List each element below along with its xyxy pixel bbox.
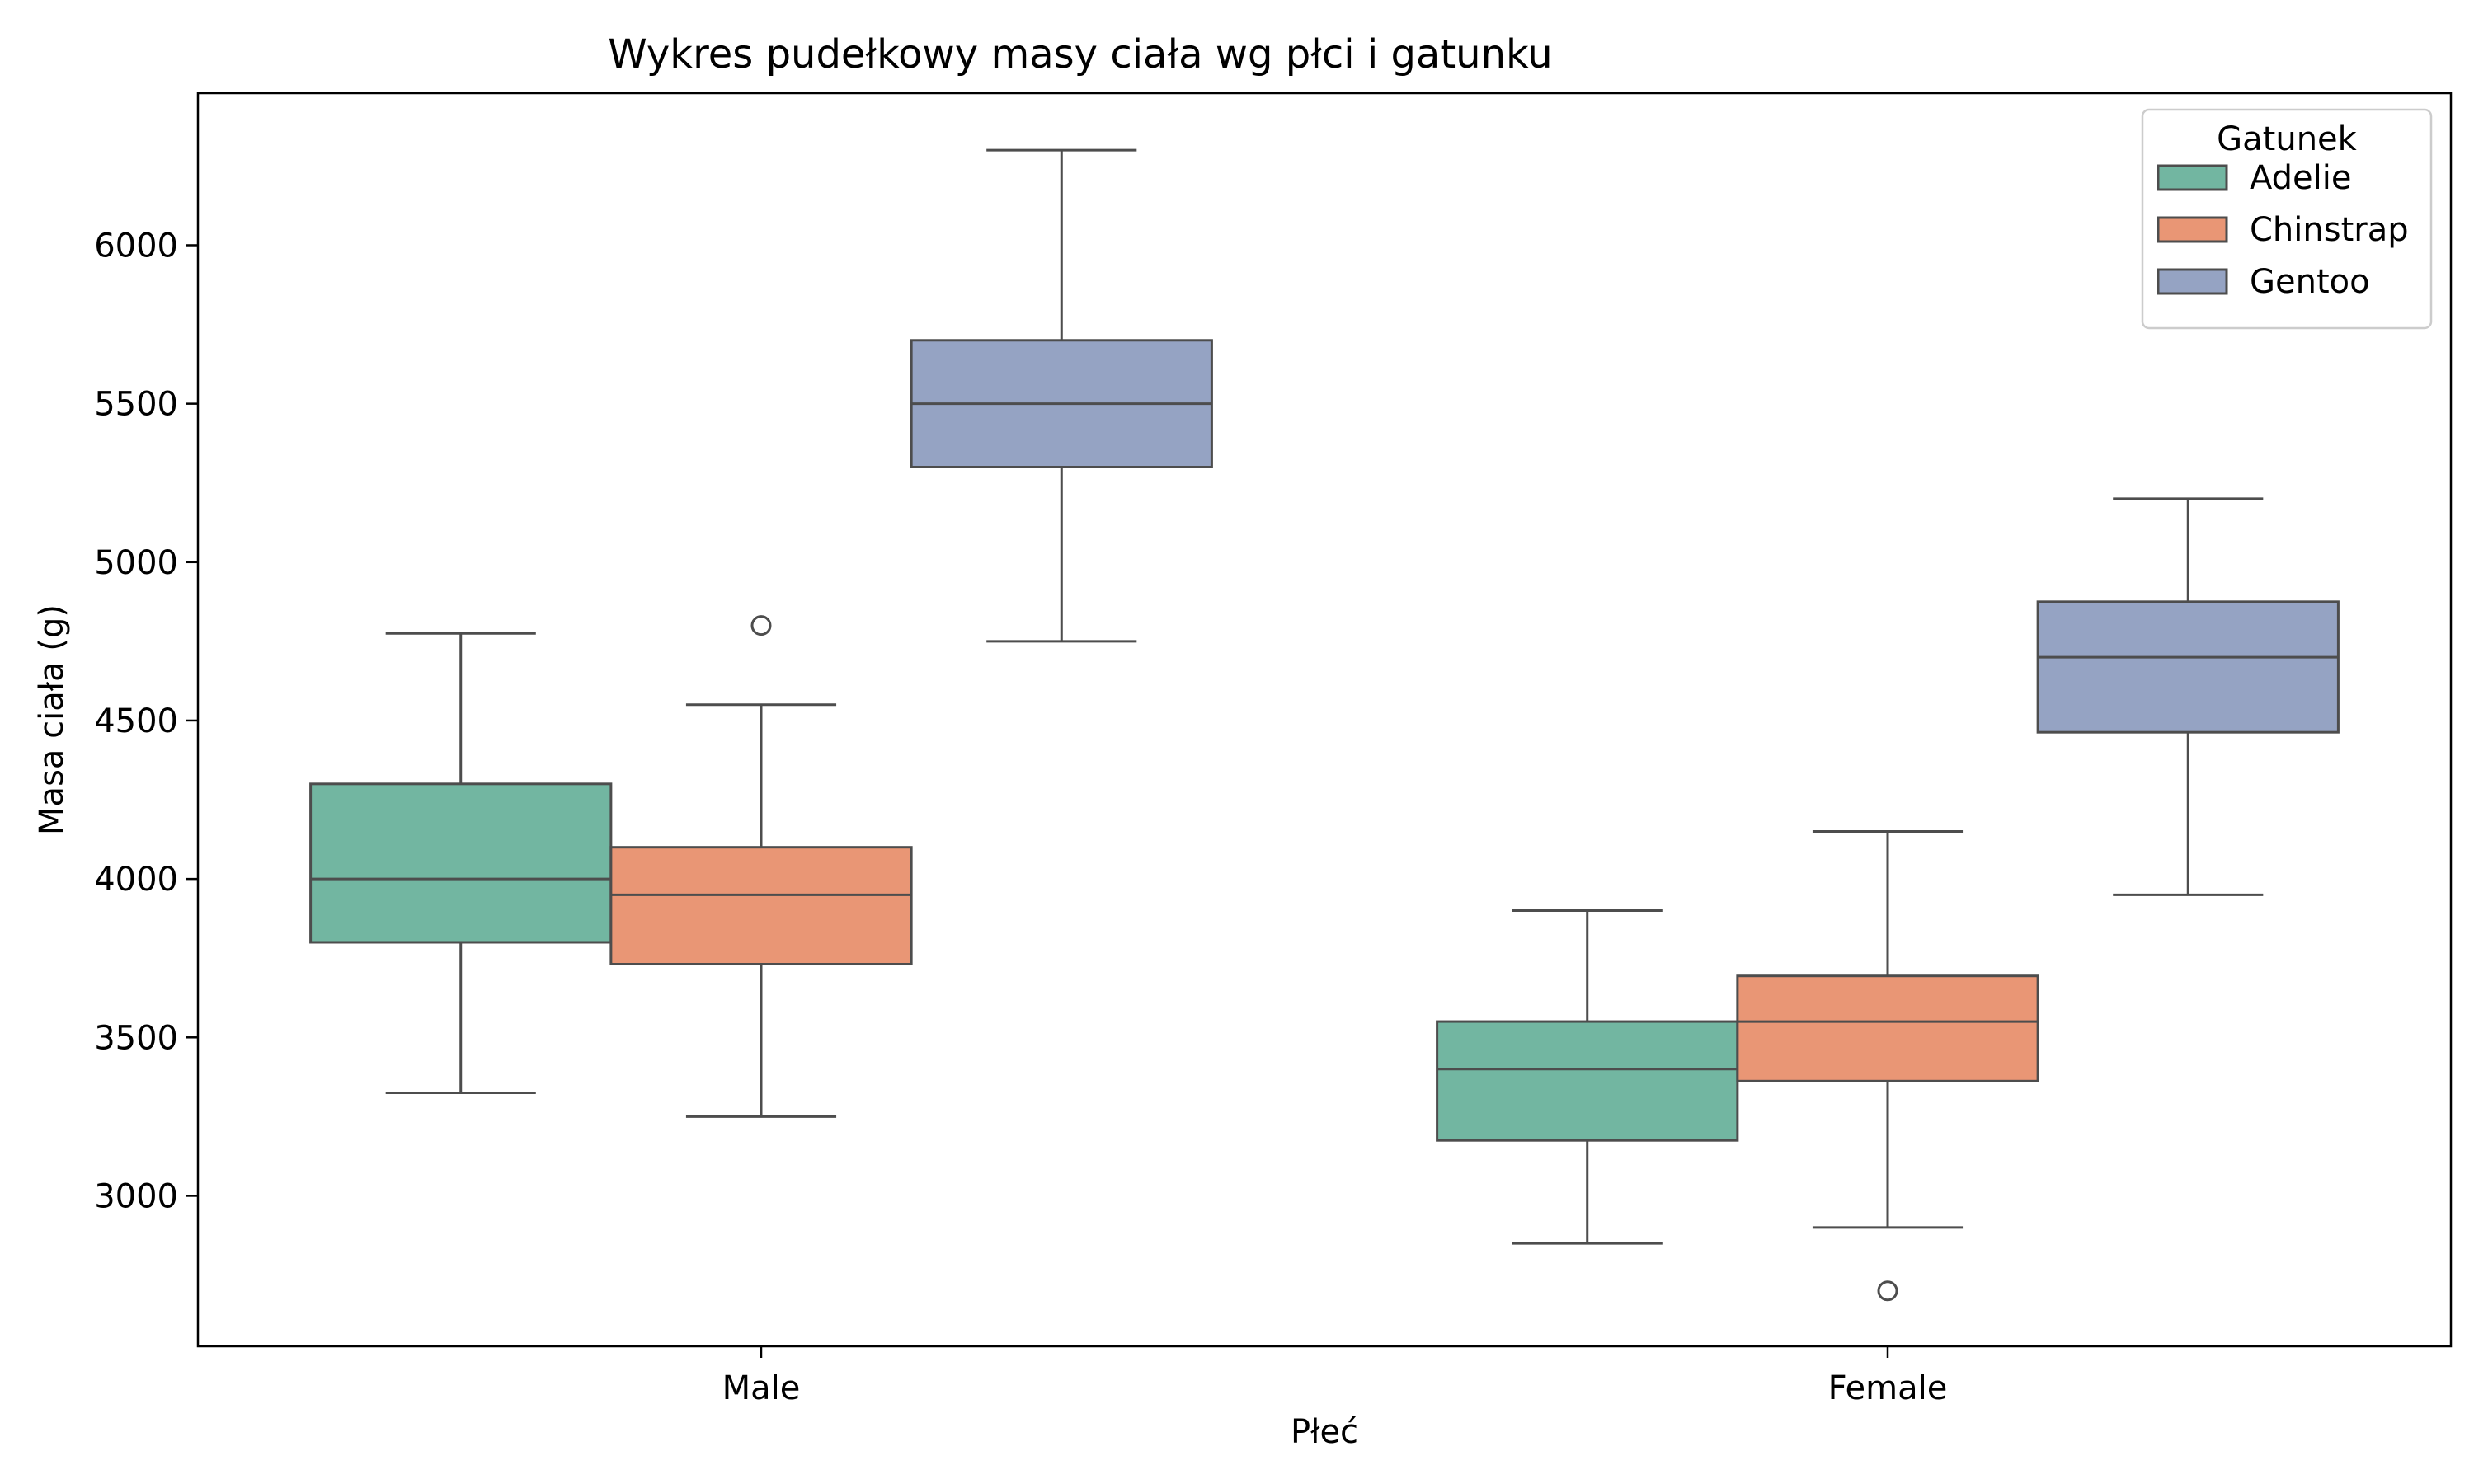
y-tick-label: 4500	[94, 702, 178, 740]
box-iqr	[309, 782, 613, 944]
box-iqr	[609, 846, 913, 966]
y-tick-label: 5500	[94, 386, 178, 424]
box-group-chinstrap-female	[1736, 829, 2039, 1302]
y-tick-label: 5000	[94, 544, 178, 582]
y-tick-label: 6000	[94, 227, 178, 265]
x-axis: Male Female	[722, 1346, 1948, 1407]
box-group-chinstrap-male	[609, 615, 913, 1118]
legend-swatch-chinstrap	[2157, 216, 2228, 243]
box-group-gentoo-female	[2036, 497, 2340, 896]
y-tick-label: 4000	[94, 861, 178, 899]
legend-entries: Adelie Chinstrap Gentoo	[2157, 159, 2409, 301]
box-iqr	[2036, 600, 2340, 734]
box-group-adelie-female	[1436, 909, 1739, 1245]
legend-label-chinstrap: Chinstrap	[2250, 211, 2409, 249]
legend-label-gentoo: Gentoo	[2250, 263, 2370, 301]
plot-area	[309, 148, 2340, 1302]
outlier-point	[750, 615, 772, 636]
legend-swatch-gentoo	[2157, 268, 2228, 295]
box-iqr	[1736, 974, 2039, 1082]
y-axis-label: Masa ciała (g)	[33, 604, 71, 835]
box-group-adelie-male	[309, 632, 613, 1095]
y-axis: 3000 3500 4000 4500 5000 5500 6000	[94, 227, 198, 1215]
chart-title: Wykres pudełkowy masy ciała wg płci i ga…	[608, 31, 1552, 77]
y-tick-label: 3500	[94, 1019, 178, 1057]
legend-label-adelie: Adelie	[2250, 159, 2352, 197]
box-group-gentoo-male	[910, 148, 1213, 643]
y-tick-label: 3000	[94, 1177, 178, 1215]
legend-title: Gatunek	[2217, 120, 2358, 158]
legend: Gatunek Adelie Chinstrap Gentoo	[2141, 108, 2433, 330]
outlier-point	[1877, 1280, 1898, 1302]
x-axis-label: Płeć	[1291, 1413, 1358, 1451]
x-tick-label: Male	[722, 1369, 801, 1407]
legend-swatch-adelie	[2157, 164, 2228, 191]
x-tick-label: Female	[1828, 1369, 1948, 1407]
box-iqr	[1436, 1020, 1739, 1142]
